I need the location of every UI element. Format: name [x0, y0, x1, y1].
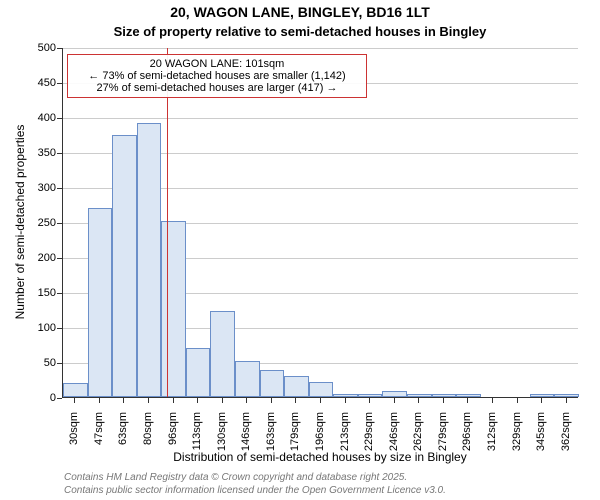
x-tick — [418, 398, 419, 403]
x-tick-label: 296sqm — [461, 412, 473, 462]
x-tick — [295, 398, 296, 403]
chart-container: { "titles": { "main": "20, WAGON LANE, B… — [0, 0, 600, 500]
y-tick — [57, 223, 62, 224]
footer-line-1: Contains HM Land Registry data © Crown c… — [64, 472, 600, 485]
x-tick — [246, 398, 247, 403]
y-tick-label: 350 — [22, 147, 56, 159]
histogram-bar — [186, 348, 211, 397]
x-tick-label: 312sqm — [486, 412, 498, 462]
gridline — [63, 48, 578, 49]
y-tick — [57, 363, 62, 364]
x-tick — [566, 398, 567, 403]
y-tick — [57, 118, 62, 119]
x-tick-label: 80sqm — [142, 412, 154, 462]
x-tick-label: 163sqm — [265, 412, 277, 462]
y-tick — [57, 328, 62, 329]
x-tick-label: 213sqm — [339, 412, 351, 462]
x-tick-label: 262sqm — [412, 412, 424, 462]
x-tick-label: 345sqm — [535, 412, 547, 462]
x-tick-label: 362sqm — [560, 412, 572, 462]
y-tick — [57, 153, 62, 154]
histogram-bar — [88, 208, 113, 397]
y-tick — [57, 293, 62, 294]
y-tick — [57, 48, 62, 49]
y-tick-label: 450 — [22, 77, 56, 89]
annotation-line-1: 20 WAGON LANE: 101sqm — [74, 58, 360, 70]
x-tick — [345, 398, 346, 403]
annotation-line-3: 27% of semi-detached houses are larger (… — [74, 82, 360, 94]
x-tick — [123, 398, 124, 403]
chart-title-sub: Size of property relative to semi-detach… — [0, 24, 600, 39]
y-tick — [57, 83, 62, 84]
histogram-bar — [407, 394, 432, 397]
y-tick — [57, 258, 62, 259]
histogram-bar — [137, 123, 162, 397]
histogram-bar — [260, 370, 285, 397]
footer-attribution: Contains HM Land Registry data © Crown c… — [64, 472, 600, 497]
y-tick-label: 250 — [22, 217, 56, 229]
histogram-bar — [161, 221, 186, 397]
footer-line-2: Contains public sector information licen… — [64, 485, 600, 498]
x-tick-label: 113sqm — [191, 412, 203, 462]
y-tick-label: 0 — [22, 392, 56, 404]
y-tick-label: 50 — [22, 357, 56, 369]
y-tick-label: 500 — [22, 42, 56, 54]
property-marker-line — [167, 48, 168, 397]
x-tick-label: 229sqm — [363, 412, 375, 462]
x-tick-label: 179sqm — [289, 412, 301, 462]
x-tick — [443, 398, 444, 403]
x-tick — [369, 398, 370, 403]
x-tick — [197, 398, 198, 403]
y-tick-label: 300 — [22, 182, 56, 194]
x-tick — [271, 398, 272, 403]
histogram-bar — [554, 394, 579, 397]
histogram-bar — [284, 376, 309, 397]
x-tick — [222, 398, 223, 403]
x-tick — [173, 398, 174, 403]
y-tick-label: 150 — [22, 287, 56, 299]
histogram-bar — [358, 394, 383, 398]
x-tick-label: 30sqm — [68, 412, 80, 462]
x-tick — [394, 398, 395, 403]
x-tick — [517, 398, 518, 403]
chart-title-main: 20, WAGON LANE, BINGLEY, BD16 1LT — [0, 4, 600, 20]
histogram-bar — [63, 383, 88, 397]
gridline — [63, 118, 578, 119]
x-tick — [467, 398, 468, 403]
y-tick — [57, 398, 62, 399]
x-tick — [320, 398, 321, 403]
histogram-bar — [309, 382, 334, 397]
x-tick-label: 63sqm — [117, 412, 129, 462]
y-tick-label: 200 — [22, 252, 56, 264]
plot-area: 20 WAGON LANE: 101sqm← 73% of semi-detac… — [62, 48, 578, 398]
annotation-line-2: ← 73% of semi-detached houses are smalle… — [74, 70, 360, 82]
x-tick — [148, 398, 149, 403]
x-tick-label: 329sqm — [511, 412, 523, 462]
x-tick-label: 146sqm — [240, 412, 252, 462]
histogram-bar — [456, 394, 481, 397]
histogram-bar — [210, 311, 235, 397]
y-tick — [57, 188, 62, 189]
y-tick-label: 400 — [22, 112, 56, 124]
x-tick — [492, 398, 493, 403]
x-tick-label: 47sqm — [93, 412, 105, 462]
x-tick — [541, 398, 542, 403]
y-tick-label: 100 — [22, 322, 56, 334]
histogram-bar — [432, 394, 457, 397]
x-tick-label: 130sqm — [216, 412, 228, 462]
x-tick — [74, 398, 75, 403]
x-tick — [99, 398, 100, 403]
histogram-bar — [112, 135, 137, 398]
histogram-bar — [235, 361, 260, 397]
x-tick-label: 96sqm — [167, 412, 179, 462]
histogram-bar — [333, 394, 358, 398]
histogram-bar — [530, 394, 555, 397]
x-tick-label: 246sqm — [388, 412, 400, 462]
histogram-bar — [382, 391, 407, 397]
annotation-box: 20 WAGON LANE: 101sqm← 73% of semi-detac… — [67, 54, 367, 98]
x-tick-label: 279sqm — [437, 412, 449, 462]
x-tick-label: 196sqm — [314, 412, 326, 462]
